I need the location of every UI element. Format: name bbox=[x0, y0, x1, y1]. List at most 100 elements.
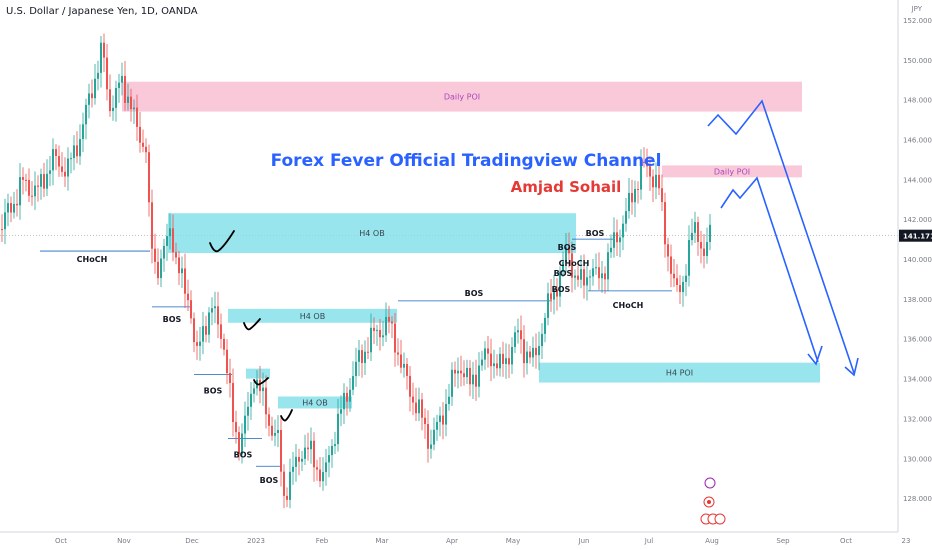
candle-body bbox=[91, 93, 93, 99]
candle-body bbox=[34, 185, 36, 197]
candle-body bbox=[253, 388, 255, 394]
candle-body bbox=[352, 376, 354, 390]
candle-body bbox=[532, 347, 534, 358]
candle-body bbox=[277, 429, 279, 434]
y-tick-label: 148.000 bbox=[903, 97, 932, 105]
candle-body bbox=[433, 429, 435, 445]
candle-body bbox=[625, 211, 627, 224]
candle-body bbox=[670, 256, 672, 274]
candle-body bbox=[700, 241, 702, 249]
candle-body bbox=[691, 232, 693, 241]
candle-body bbox=[469, 367, 471, 385]
candle-body bbox=[190, 300, 192, 319]
candle-body bbox=[694, 222, 696, 233]
candle-body bbox=[649, 166, 651, 177]
candle-body bbox=[631, 192, 633, 203]
candle-body bbox=[16, 203, 18, 206]
candle-body bbox=[7, 203, 9, 213]
x-tick-label: Feb bbox=[316, 537, 329, 545]
candle-body bbox=[688, 240, 690, 276]
candle-body bbox=[13, 203, 15, 213]
candle-body bbox=[25, 179, 27, 181]
x-tick-label: Aug bbox=[705, 537, 719, 545]
candle-body bbox=[82, 124, 84, 140]
candle-body bbox=[313, 440, 315, 468]
candle-body bbox=[133, 107, 135, 110]
x-tick-label: 2023 bbox=[247, 537, 265, 545]
candle-body bbox=[550, 293, 552, 300]
candle-body bbox=[115, 87, 117, 108]
candle-body bbox=[454, 369, 456, 374]
candle-body bbox=[295, 456, 297, 467]
candle-body bbox=[682, 281, 684, 293]
candle-body bbox=[709, 224, 711, 243]
candle-body bbox=[484, 348, 486, 360]
candle-body bbox=[271, 425, 273, 436]
candle-body bbox=[175, 252, 177, 258]
candle-body bbox=[307, 447, 309, 450]
candle-body bbox=[547, 293, 549, 318]
candle-body bbox=[178, 257, 180, 274]
candle-body bbox=[355, 361, 357, 377]
candle-body bbox=[349, 389, 351, 402]
candle-body bbox=[376, 329, 378, 331]
candle-body bbox=[415, 402, 417, 414]
candle-body bbox=[208, 312, 210, 335]
candle-body bbox=[487, 348, 489, 354]
zone-h4 bbox=[246, 368, 270, 379]
candle-body bbox=[475, 374, 477, 387]
candle-body bbox=[628, 192, 630, 212]
candle-body bbox=[448, 396, 450, 405]
check-mark bbox=[253, 377, 269, 386]
candle-body bbox=[259, 379, 261, 392]
candle-body bbox=[616, 232, 618, 243]
candle-body bbox=[652, 176, 654, 188]
x-tick-label: Apr bbox=[446, 537, 458, 545]
structure-label: BOS bbox=[586, 229, 605, 238]
zone-h4 bbox=[168, 213, 576, 254]
structure-lines bbox=[40, 238, 672, 467]
candle-body bbox=[661, 188, 663, 203]
candle-body bbox=[451, 369, 453, 397]
candle-body bbox=[244, 415, 246, 434]
candle-body bbox=[88, 93, 90, 105]
candle-body bbox=[172, 228, 174, 253]
candle-body bbox=[136, 107, 138, 127]
structure-label: BOS bbox=[554, 269, 573, 278]
structure-label: BOS bbox=[260, 476, 279, 485]
candle-body bbox=[382, 335, 384, 338]
x-tick-label: Mar bbox=[375, 537, 388, 545]
event-dot-icon bbox=[703, 496, 715, 508]
candle-body bbox=[322, 472, 324, 482]
event-flash-icon bbox=[704, 477, 716, 489]
candle-body bbox=[373, 327, 375, 331]
candle-body bbox=[427, 424, 429, 449]
zone-label: Daily POI bbox=[714, 167, 750, 176]
event-flag-icon bbox=[714, 513, 726, 525]
candle-body bbox=[565, 247, 567, 263]
zone-label: H4 OB bbox=[302, 398, 327, 407]
candle-body bbox=[412, 396, 414, 403]
candle-body bbox=[46, 173, 48, 189]
candle-body bbox=[502, 353, 504, 364]
zone-h4 bbox=[278, 396, 352, 409]
candle-body bbox=[604, 273, 606, 280]
candle-body bbox=[667, 244, 669, 257]
candle-body bbox=[553, 289, 555, 300]
candle-body bbox=[304, 447, 306, 459]
candle-body bbox=[187, 293, 189, 301]
candle-body bbox=[367, 351, 369, 353]
candle-body bbox=[418, 399, 420, 414]
candle-body bbox=[205, 326, 207, 335]
structure-label: CHoCH bbox=[77, 255, 108, 264]
zone-label: H4 OB bbox=[359, 229, 384, 238]
event-dot-core bbox=[707, 500, 711, 504]
candle-body bbox=[334, 444, 336, 446]
candle-body bbox=[460, 370, 462, 374]
candle-body bbox=[601, 273, 603, 279]
candle-body bbox=[655, 174, 657, 188]
candle-body bbox=[523, 339, 525, 364]
candle-body bbox=[22, 177, 24, 180]
